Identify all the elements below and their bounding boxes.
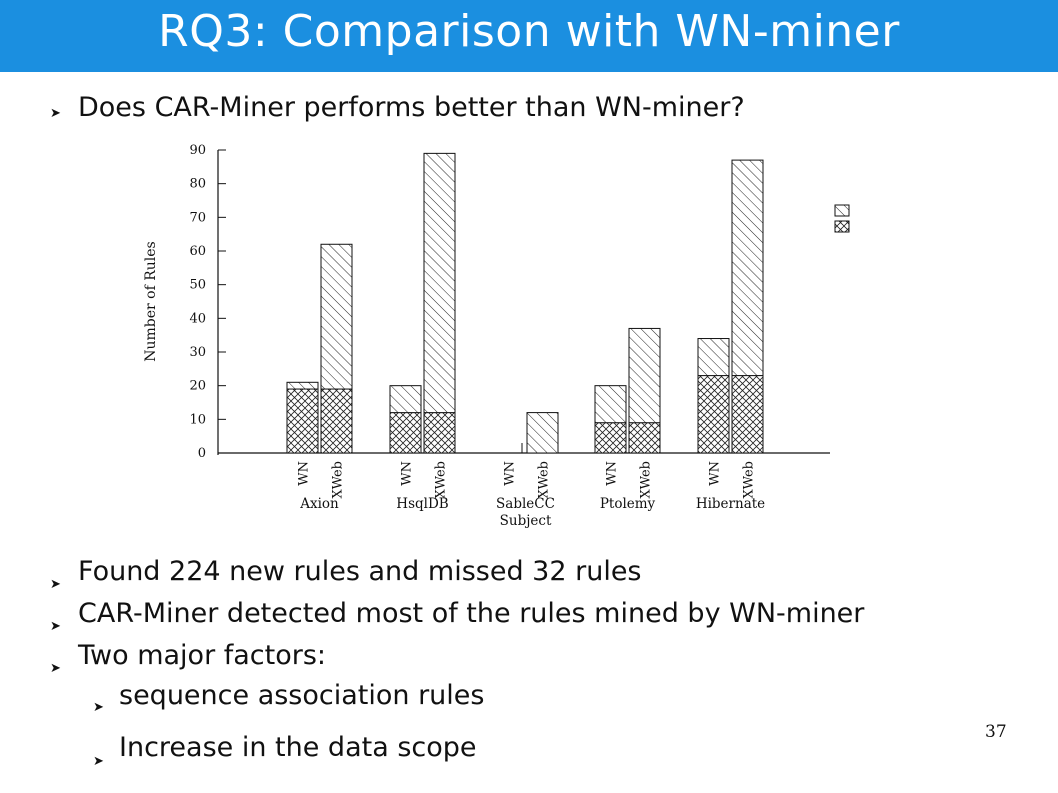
- bar-label: XWeb: [537, 461, 552, 499]
- y-tick-label: 60: [189, 244, 206, 259]
- bar-label: WN: [605, 461, 620, 486]
- y-tick-label: 20: [189, 379, 206, 394]
- chart-bars: [286, 152, 764, 454]
- bullet-detected-rules: CAR-Miner detected most of the rules min…: [78, 598, 865, 629]
- bar-ptolemy-wn-only: [594, 385, 627, 424]
- bullet-found-rules: Found 224 new rules and missed 32 rules: [78, 556, 642, 587]
- arrowhead-bullet-icon: ➤: [50, 661, 61, 676]
- bar-axion-wn-only: [286, 381, 319, 390]
- chart-legend: OnlyCommon: [834, 204, 850, 233]
- bar-label: XWeb: [639, 461, 654, 499]
- arrowhead-bullet-icon: ➤: [93, 700, 104, 715]
- y-tick-label: 90: [189, 143, 206, 158]
- bar-label: WN: [297, 461, 312, 486]
- bar-hibernate-wn-only: [697, 338, 730, 377]
- bar-chart: 0 10 20 30 40 50 60 70 80 90 Number of Rules WN XWe…: [143, 143, 850, 529]
- bar-ptolemy-xweb-common: [628, 422, 661, 454]
- y-tick-label: 30: [189, 345, 206, 360]
- arrowhead-bullet-icon: ➤: [50, 577, 61, 592]
- slide-title: RQ3: Comparison with WN-miner: [158, 6, 900, 57]
- bar-hsqldb-xweb-only: [423, 152, 456, 414]
- bar-hibernate-xweb-only: [731, 159, 764, 377]
- page-number: 37: [985, 722, 1007, 742]
- legend-swatch-only: [834, 204, 850, 217]
- bar-axion-wn-common: [286, 388, 319, 454]
- question-bullet: Does CAR-Miner performs better than WN-m…: [78, 92, 745, 123]
- bar-hsqldb-wn-only: [389, 385, 422, 414]
- legend-swatch-common: [834, 220, 850, 233]
- bar-hsqldb-xweb-common: [423, 412, 456, 454]
- chart-axes: 0 10 20 30 40 50 60 70 80 90 Number of Rules: [143, 143, 830, 461]
- category-label: SableCC: [496, 496, 555, 512]
- sub-bullet-sequence-rules: sequence association rules: [119, 680, 485, 711]
- arrowhead-bullet-icon: ➤: [50, 619, 61, 634]
- bar-hibernate-xweb-common: [731, 375, 764, 454]
- bar-label: WN: [708, 461, 723, 486]
- arrowhead-bullet-icon: ➤: [50, 106, 61, 121]
- x-axis-title: Subject: [500, 513, 552, 529]
- bar-label: XWeb: [434, 461, 449, 499]
- y-tick-label: 70: [189, 210, 206, 225]
- y-tick-label: 0: [198, 446, 206, 461]
- category-label: Axion: [299, 496, 339, 512]
- y-tick-label: 40: [189, 311, 206, 326]
- bar-label: WN: [400, 461, 415, 486]
- bullet-major-factors: Two major factors:: [78, 640, 327, 671]
- bar-sablecc-xweb-only: [526, 412, 559, 454]
- y-tick-label: 50: [189, 278, 206, 293]
- title-bar: RQ3: Comparison with WN-miner: [0, 0, 1058, 72]
- y-tick-label: 10: [189, 412, 206, 427]
- y-axis-title: Number of Rules: [143, 241, 159, 362]
- y-tick-label: 80: [189, 177, 206, 192]
- category-label: HsqlDB: [396, 496, 448, 512]
- category-label: Ptolemy: [600, 496, 656, 512]
- bar-ptolemy-wn-common: [594, 422, 627, 454]
- arrowhead-bullet-icon: ➤: [93, 754, 104, 769]
- bar-hsqldb-wn-common: [389, 412, 422, 454]
- bar-axion-xweb-common: [320, 388, 353, 454]
- category-label: Hibernate: [696, 496, 765, 512]
- bar-axion-xweb-only: [320, 243, 353, 390]
- bar-ptolemy-xweb-only: [628, 327, 661, 424]
- bar-hibernate-wn-common: [697, 375, 730, 454]
- bar-label: XWeb: [742, 461, 757, 499]
- bar-label: WN: [503, 461, 518, 486]
- sub-bullet-data-scope: Increase in the data scope: [119, 732, 477, 763]
- bar-label: XWeb: [331, 461, 346, 499]
